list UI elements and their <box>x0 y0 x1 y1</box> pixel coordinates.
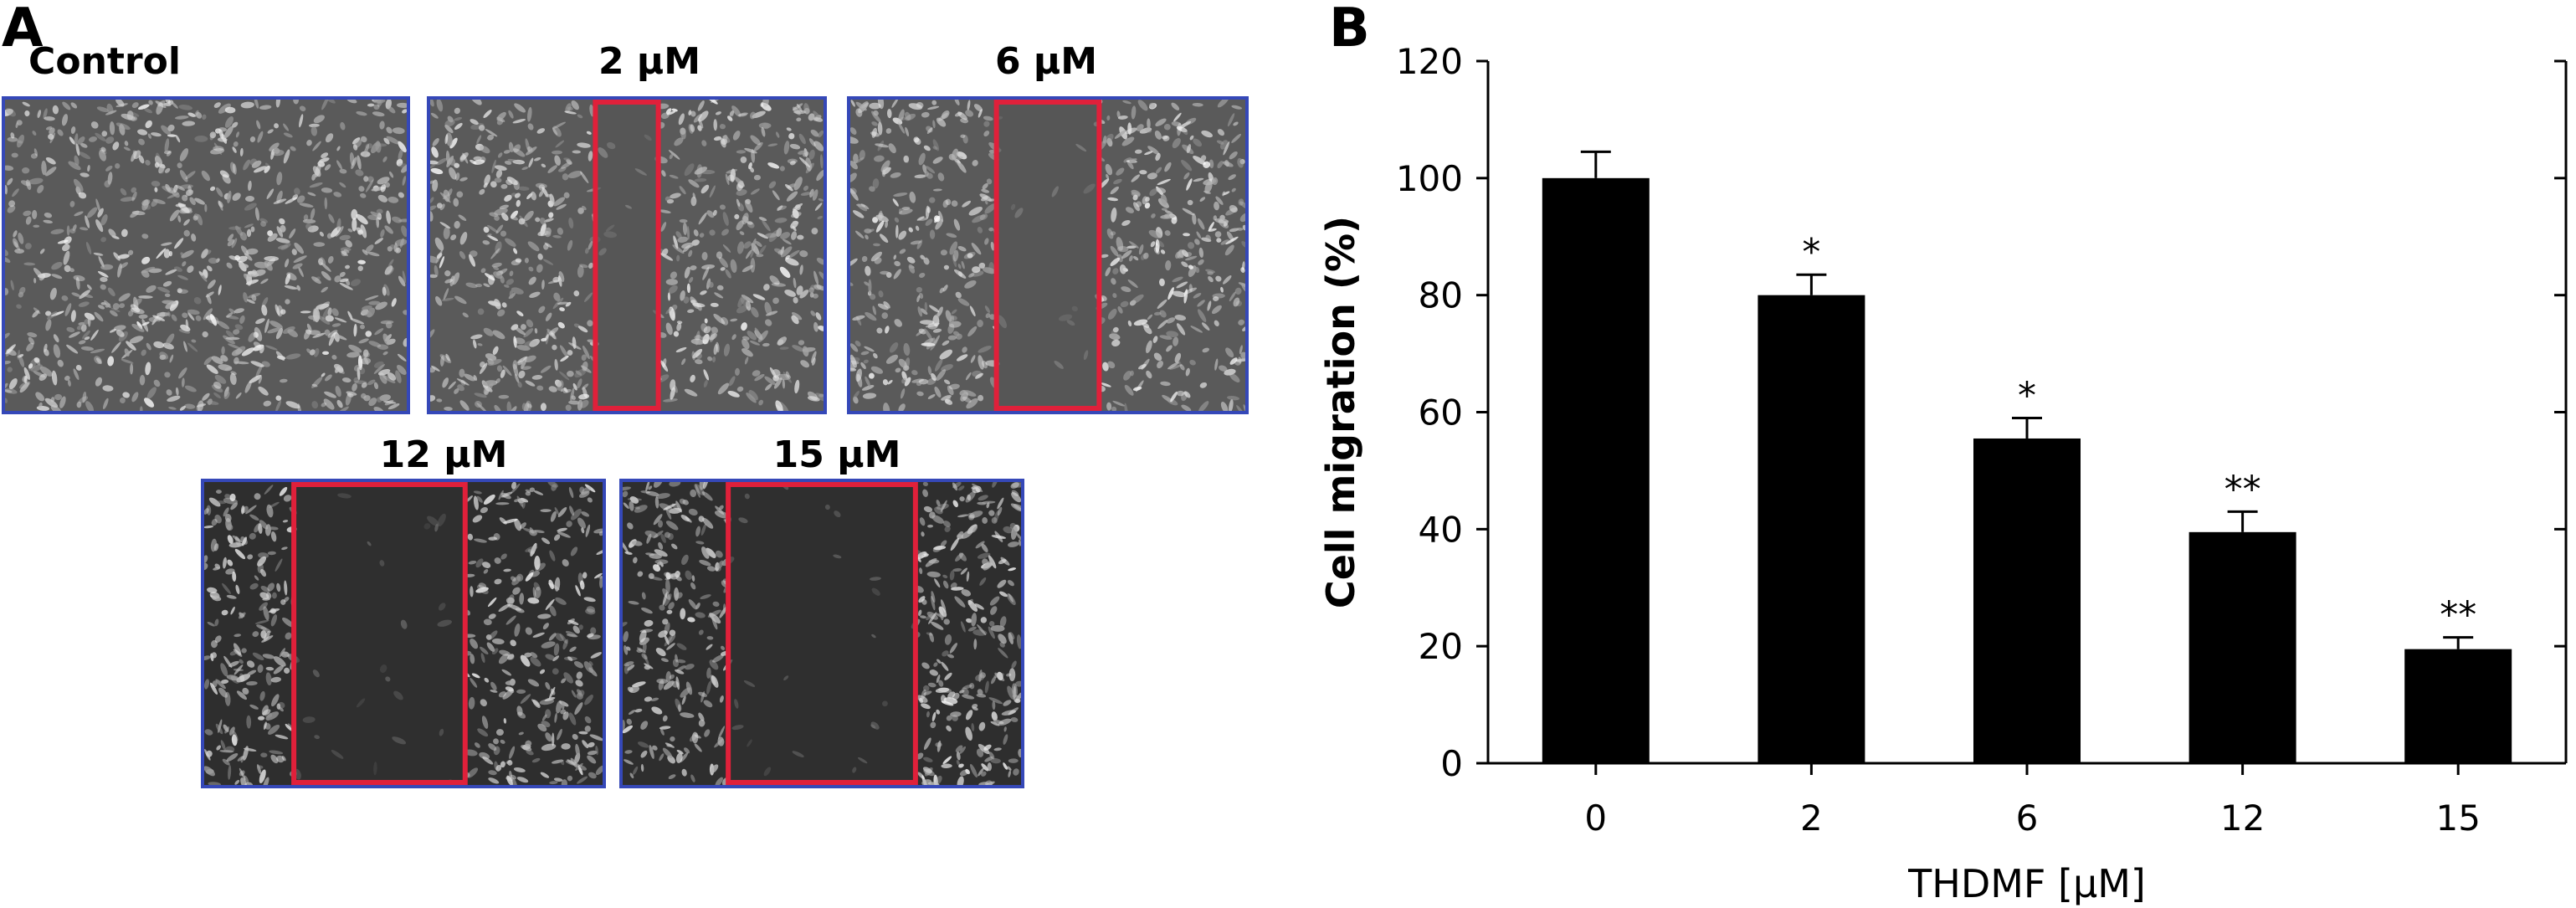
y-tick-label: 120 <box>1396 41 1463 82</box>
bar <box>1542 177 1650 764</box>
x-tick-label: 2 <box>1800 798 1823 839</box>
significance-marker: ** <box>2224 468 2261 510</box>
micrograph-12um <box>201 479 606 788</box>
x-tick-label: 15 <box>2435 798 2480 839</box>
significance-marker: * <box>2018 374 2036 417</box>
scratch-box <box>593 100 661 411</box>
x-tick-label: 6 <box>2016 798 2039 839</box>
scratch-box <box>726 482 918 785</box>
panel-a-letter: A <box>2 0 44 59</box>
bar <box>1973 438 2081 763</box>
y-tick-label: 60 <box>1419 392 1463 433</box>
bar <box>2189 531 2296 763</box>
bar-chart: 0 20 40 60 80 100 120 0 * 2 * 6 ** 12 ** 15 THDMF [μM] Ce… <box>1318 41 2568 906</box>
image-label-15um: 15 μM <box>772 433 901 476</box>
micrograph-2um <box>427 96 827 414</box>
image-label-12um: 12 μM <box>379 433 508 476</box>
panel-b-letter: B <box>1329 0 1370 59</box>
bar <box>1758 295 1865 764</box>
image-label-6um: 6 μM <box>994 40 1098 83</box>
scratch-box <box>993 100 1102 411</box>
significance-marker: * <box>1802 231 1820 274</box>
y-axis-title: Cell migration (%) <box>1318 216 1363 608</box>
y-tick-label: 40 <box>1419 509 1463 550</box>
micrograph-15um <box>619 479 1024 788</box>
scratch-box <box>291 482 468 785</box>
image-label-2um: 2 μM <box>598 40 701 83</box>
micrograph-6um <box>847 96 1249 414</box>
y-tick-label: 0 <box>1440 743 1463 784</box>
x-tick-label: 0 <box>1584 798 1607 839</box>
y-tick-label: 80 <box>1419 275 1463 316</box>
bar <box>2404 649 2512 763</box>
y-tick-label: 100 <box>1396 158 1463 199</box>
y-tick-label: 20 <box>1419 626 1463 667</box>
significance-marker: ** <box>2440 594 2476 637</box>
x-axis-title: THDMF [μM] <box>1907 861 2146 906</box>
x-tick-label: 12 <box>2220 798 2265 839</box>
image-label-control: Control <box>28 40 181 83</box>
micrograph-control <box>2 96 410 414</box>
